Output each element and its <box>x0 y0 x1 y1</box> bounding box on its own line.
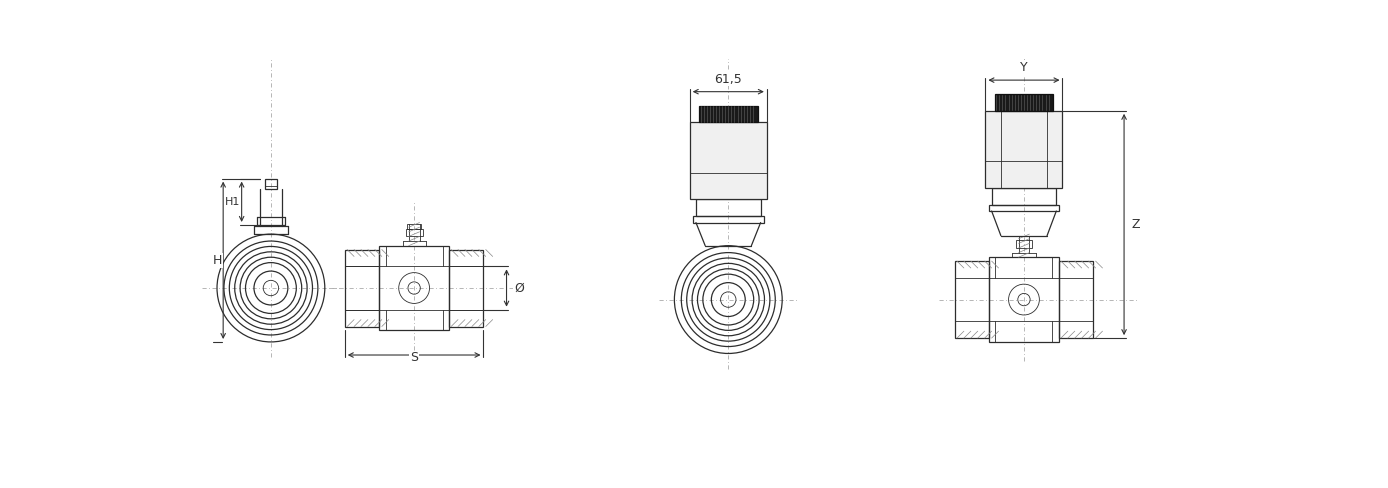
Text: Y: Y <box>1020 61 1027 74</box>
Bar <box>448 249 483 326</box>
Bar <box>690 122 766 200</box>
Bar <box>1059 261 1094 338</box>
Bar <box>990 257 1059 342</box>
Bar <box>265 179 278 189</box>
Bar <box>405 229 422 236</box>
Text: S: S <box>409 351 418 364</box>
Bar <box>955 261 990 338</box>
Bar <box>379 245 448 330</box>
Bar <box>995 94 1053 111</box>
Text: H: H <box>212 254 222 267</box>
Text: H1: H1 <box>225 197 240 207</box>
Bar <box>695 200 761 216</box>
Text: Ø: Ø <box>514 282 525 295</box>
Bar <box>988 205 1059 211</box>
Bar <box>985 111 1062 188</box>
Text: Z: Z <box>1131 218 1141 231</box>
Text: 61,5: 61,5 <box>715 73 743 85</box>
Bar <box>700 105 758 122</box>
Bar <box>991 188 1056 205</box>
Bar <box>407 224 421 229</box>
Bar <box>344 249 379 326</box>
Bar <box>1016 240 1033 248</box>
Bar <box>693 216 763 223</box>
